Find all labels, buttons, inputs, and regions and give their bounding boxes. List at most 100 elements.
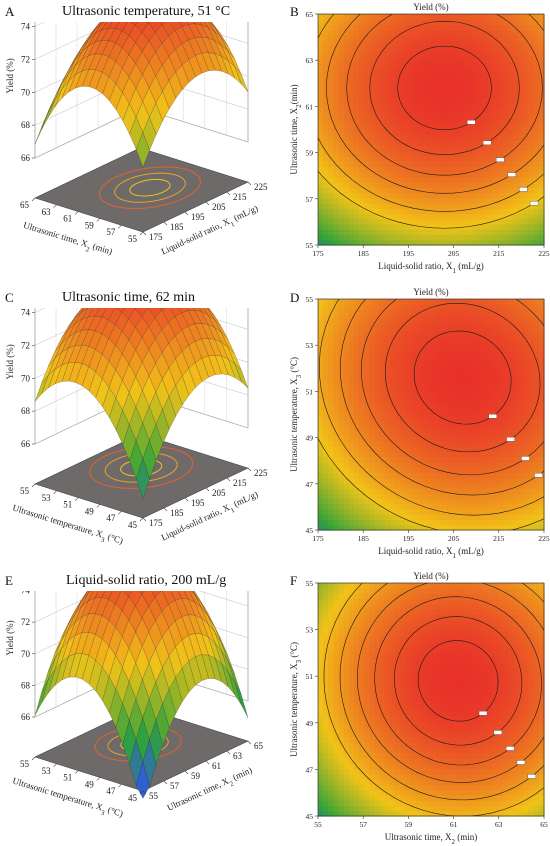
contour-cell bbox=[451, 335, 458, 342]
y-tick-label: 57 bbox=[306, 195, 314, 204]
contour-cell bbox=[333, 446, 340, 452]
contour-cell bbox=[420, 92, 427, 99]
contour-cell bbox=[328, 398, 335, 405]
contour-cell bbox=[318, 768, 324, 775]
contour-cell bbox=[318, 741, 324, 748]
contour-cell bbox=[436, 461, 442, 468]
contour-cell bbox=[436, 514, 442, 521]
contour-cell bbox=[318, 197, 324, 204]
z-axis-label: Yield (%) bbox=[5, 58, 15, 93]
contour-cell bbox=[533, 388, 540, 395]
contour-cell bbox=[461, 208, 468, 215]
contour-cell bbox=[425, 208, 432, 215]
contour-cell bbox=[410, 372, 417, 379]
contour-cell bbox=[528, 430, 535, 437]
contour-cell bbox=[348, 166, 355, 173]
contour-lines bbox=[318, 299, 544, 530]
contour-cell bbox=[384, 503, 391, 510]
contour-cell bbox=[497, 92, 504, 99]
contour-cell bbox=[348, 304, 355, 311]
contour-cell bbox=[456, 435, 463, 442]
contour-cell bbox=[415, 124, 422, 131]
contour-cell bbox=[410, 383, 417, 389]
contour-cell bbox=[338, 409, 345, 416]
contour-cell bbox=[502, 182, 509, 188]
contour-cell bbox=[477, 50, 483, 57]
contour-cell bbox=[518, 56, 525, 62]
contour-cell bbox=[359, 45, 365, 52]
contour-cell bbox=[389, 435, 396, 442]
contour-cell bbox=[456, 155, 463, 162]
contour-cell bbox=[338, 367, 345, 374]
contour-cell bbox=[395, 419, 401, 426]
contour-cell bbox=[364, 383, 370, 389]
contour-cell bbox=[451, 45, 458, 52]
contour-cell bbox=[405, 150, 412, 157]
contour-cell bbox=[364, 330, 370, 337]
contour-cell bbox=[497, 161, 504, 167]
contour-cell bbox=[533, 335, 540, 342]
contour-cell bbox=[348, 77, 355, 83]
contour-cell bbox=[482, 40, 489, 47]
contour-cell bbox=[518, 435, 525, 442]
contour-cell bbox=[374, 203, 381, 209]
contour-cell bbox=[523, 140, 530, 146]
contour-cell bbox=[482, 477, 489, 484]
contour-cell bbox=[523, 503, 530, 510]
contour-cell bbox=[323, 77, 329, 83]
contour-cell bbox=[431, 330, 437, 337]
contour-cell bbox=[318, 367, 324, 374]
contour-cell bbox=[338, 362, 345, 368]
contour-cell bbox=[461, 176, 468, 183]
contour-cell bbox=[400, 155, 406, 162]
contour-cell bbox=[333, 320, 340, 326]
contour-cell bbox=[513, 176, 519, 183]
contour-cell bbox=[353, 335, 360, 342]
contour-cell bbox=[323, 320, 329, 326]
contour-cell bbox=[405, 430, 412, 437]
contour-cell bbox=[364, 113, 370, 120]
contour-cell bbox=[425, 192, 432, 199]
contour-cell bbox=[389, 98, 396, 104]
contour-cell bbox=[436, 239, 442, 246]
contour-cell bbox=[497, 335, 504, 342]
contour-cell bbox=[410, 119, 417, 125]
contour-cell bbox=[523, 239, 530, 246]
contour-cell bbox=[466, 519, 473, 526]
contour-cell bbox=[487, 493, 494, 500]
contour-cell bbox=[389, 461, 396, 468]
contour-cell bbox=[431, 92, 437, 99]
contour-cell bbox=[477, 208, 483, 215]
contour-cell bbox=[338, 304, 345, 311]
y-tick bbox=[96, 777, 101, 781]
x-tick bbox=[226, 191, 231, 196]
contour-cell bbox=[441, 192, 448, 199]
contour-cell bbox=[436, 440, 442, 447]
contour-cell bbox=[389, 304, 396, 311]
contour-cell bbox=[538, 45, 545, 52]
contour-cell bbox=[528, 477, 535, 484]
contour-cell bbox=[487, 477, 494, 484]
contour-cell bbox=[461, 197, 468, 204]
contour-cell bbox=[384, 299, 391, 305]
contour-cell bbox=[508, 66, 514, 73]
contour-cell bbox=[446, 372, 453, 379]
x-tick-label: 175 bbox=[149, 518, 163, 528]
contour-cell bbox=[379, 524, 386, 531]
contour-cell bbox=[384, 451, 391, 458]
contour-cell bbox=[436, 234, 442, 241]
contour-cell bbox=[497, 213, 504, 220]
contour-cell bbox=[328, 19, 335, 26]
contour-cell bbox=[379, 425, 386, 431]
contour-cell bbox=[492, 435, 499, 442]
contour-cell bbox=[436, 367, 442, 374]
contour-cell bbox=[353, 419, 360, 426]
y-tick bbox=[118, 224, 122, 229]
contour-cell bbox=[492, 145, 499, 152]
contour-cell bbox=[410, 482, 417, 489]
contour-cell bbox=[415, 113, 422, 120]
contour-cell bbox=[415, 213, 422, 220]
contour-cell bbox=[513, 503, 519, 510]
contour-cell bbox=[389, 187, 396, 194]
contour-cell bbox=[431, 514, 437, 521]
